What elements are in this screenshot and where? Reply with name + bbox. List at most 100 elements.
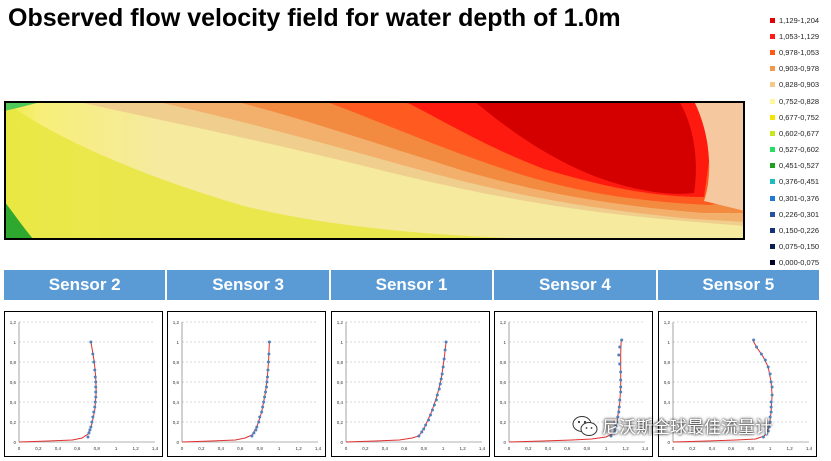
- data-point: [261, 405, 265, 409]
- y-tick-label: 1,2: [337, 320, 344, 325]
- data-point: [440, 372, 444, 376]
- y-tick-label: 0,6: [500, 380, 507, 385]
- x-tick-label: 0,4: [545, 446, 552, 451]
- watermark: 尼沃斯全球最佳流量计: [572, 413, 772, 438]
- data-point: [612, 431, 616, 435]
- y-tick-label: 0,6: [664, 380, 671, 385]
- data-point: [265, 385, 269, 389]
- y-tick-label: 1: [176, 340, 179, 345]
- y-tick-label: 0: [13, 440, 16, 445]
- y-tick-label: 0,8: [173, 360, 180, 365]
- data-point: [617, 405, 621, 409]
- legend-swatch: [770, 195, 775, 201]
- data-point: [444, 340, 448, 344]
- data-point: [260, 410, 264, 414]
- data-point: [769, 380, 773, 384]
- y-tick-label: 0,8: [500, 360, 507, 365]
- data-point: [761, 435, 765, 439]
- data-point: [618, 398, 622, 402]
- data-point: [255, 425, 259, 429]
- data-point: [613, 428, 617, 432]
- wechat-icon: [572, 415, 598, 436]
- sensor-panel: 0 0,2 0,4 0,6 0,8 1 1,2 0 0,2 0,4 0,6 0,8 1 1,2 1,4: [167, 311, 326, 457]
- data-point: [250, 434, 254, 438]
- y-tick-label: 0: [503, 440, 506, 445]
- data-point: [769, 405, 773, 409]
- data-point: [252, 431, 256, 435]
- sensor-panel: 0 0,2 0,4 0,6 0,8 1 1,2 0 0,2 0,4 0,6 0,8 1 1,2 1,4: [4, 311, 163, 457]
- data-point: [442, 357, 446, 361]
- data-point: [254, 428, 258, 432]
- legend-item: 0,978-1,053: [770, 44, 830, 60]
- contour-band-dark-red: [474, 101, 696, 194]
- data-point: [87, 431, 91, 435]
- x-tick-label: 0,4: [218, 446, 225, 451]
- data-point: [615, 420, 619, 424]
- data-point: [420, 430, 424, 434]
- legend-label: 0,828-0,903: [779, 80, 820, 90]
- fit-line: [508, 339, 622, 443]
- legend-item: 0,150-0,226: [770, 222, 830, 238]
- sensor-panel: 0 0,2 0,4 0,6 0,8 1 1,2 0 0,2 0,4 0,6 0,8 1 1,2 1,4: [331, 311, 490, 457]
- x-tick-label: 1,2: [622, 446, 629, 451]
- data-point: [94, 385, 98, 389]
- data-point: [768, 420, 772, 424]
- data-point: [764, 432, 768, 436]
- data-point: [264, 390, 268, 394]
- legend-swatch: [770, 114, 775, 120]
- x-tick-label: 0: [181, 446, 184, 451]
- legend-item: 0,828-0,903: [770, 77, 830, 93]
- x-tick-label: 0,8: [257, 446, 264, 451]
- contour-frame: [4, 101, 745, 240]
- data-point: [619, 385, 623, 389]
- data-point: [94, 390, 98, 394]
- data-point: [435, 393, 439, 397]
- data-point: [441, 365, 445, 369]
- data-point: [265, 380, 269, 384]
- data-point: [93, 368, 97, 372]
- x-tick-label: 1,2: [132, 446, 139, 451]
- sensor-header: Sensor 3: [167, 270, 329, 300]
- y-tick-label: 0: [176, 440, 179, 445]
- sensor-header: Sensor 4: [494, 270, 656, 300]
- legend-item: 0,451-0,527: [770, 158, 830, 174]
- data-point: [617, 353, 621, 357]
- data-point: [89, 425, 93, 429]
- x-tick-label: 0,6: [401, 446, 408, 451]
- x-tick-label: 0,6: [728, 446, 735, 451]
- legend-label: 0,903-0,978: [779, 64, 820, 74]
- x-tick-label: 0,8: [748, 446, 755, 451]
- data-point: [763, 358, 767, 362]
- x-tick-label: 0,2: [525, 446, 532, 451]
- data-point: [443, 348, 447, 352]
- legend-swatch: [770, 147, 775, 153]
- sensor-header: Sensor 5: [657, 270, 820, 300]
- x-tick-label: 0,8: [94, 446, 101, 451]
- profile-chart: 0 0,2 0,4 0,6 0,8 1 1,2 0 0,2 0,4 0,6 0,8 1 1,2 1,4: [173, 320, 322, 451]
- data-point: [427, 418, 431, 422]
- x-tick-label: 0,6: [74, 446, 81, 451]
- x-tick-label: 0,4: [55, 446, 62, 451]
- profile-chart: 0 0,2 0,4 0,6 0,8 1 1,2 0 0,2 0,4 0,6 0,8 1 1,2 1,4: [500, 320, 649, 451]
- data-point: [620, 338, 624, 342]
- data-point: [424, 423, 428, 427]
- data-point: [618, 362, 622, 366]
- legend-item: 0,527-0,602: [770, 142, 830, 158]
- y-tick-label: 0,8: [337, 360, 344, 365]
- fit-line: [18, 341, 97, 443]
- contour-band-right-edge: [694, 101, 745, 211]
- legend-label: 0,602-0,677: [779, 128, 820, 138]
- legend-swatch: [770, 260, 775, 266]
- legend-label: 0,301-0,376: [779, 193, 820, 203]
- y-tick-label: 1: [340, 340, 343, 345]
- data-point: [93, 400, 97, 404]
- data-point: [262, 400, 266, 404]
- data-point: [417, 434, 421, 438]
- sensor-header-row: Sensor 2 Sensor 3 Sensor 1 Sensor 4 Sens…: [4, 270, 820, 300]
- legend-label: 0,376-0,451: [779, 177, 820, 187]
- y-tick-label: 1,2: [173, 320, 180, 325]
- y-tick-label: 1,2: [500, 320, 507, 325]
- data-point: [767, 425, 771, 429]
- y-tick-label: 1: [667, 340, 670, 345]
- data-point: [752, 338, 756, 342]
